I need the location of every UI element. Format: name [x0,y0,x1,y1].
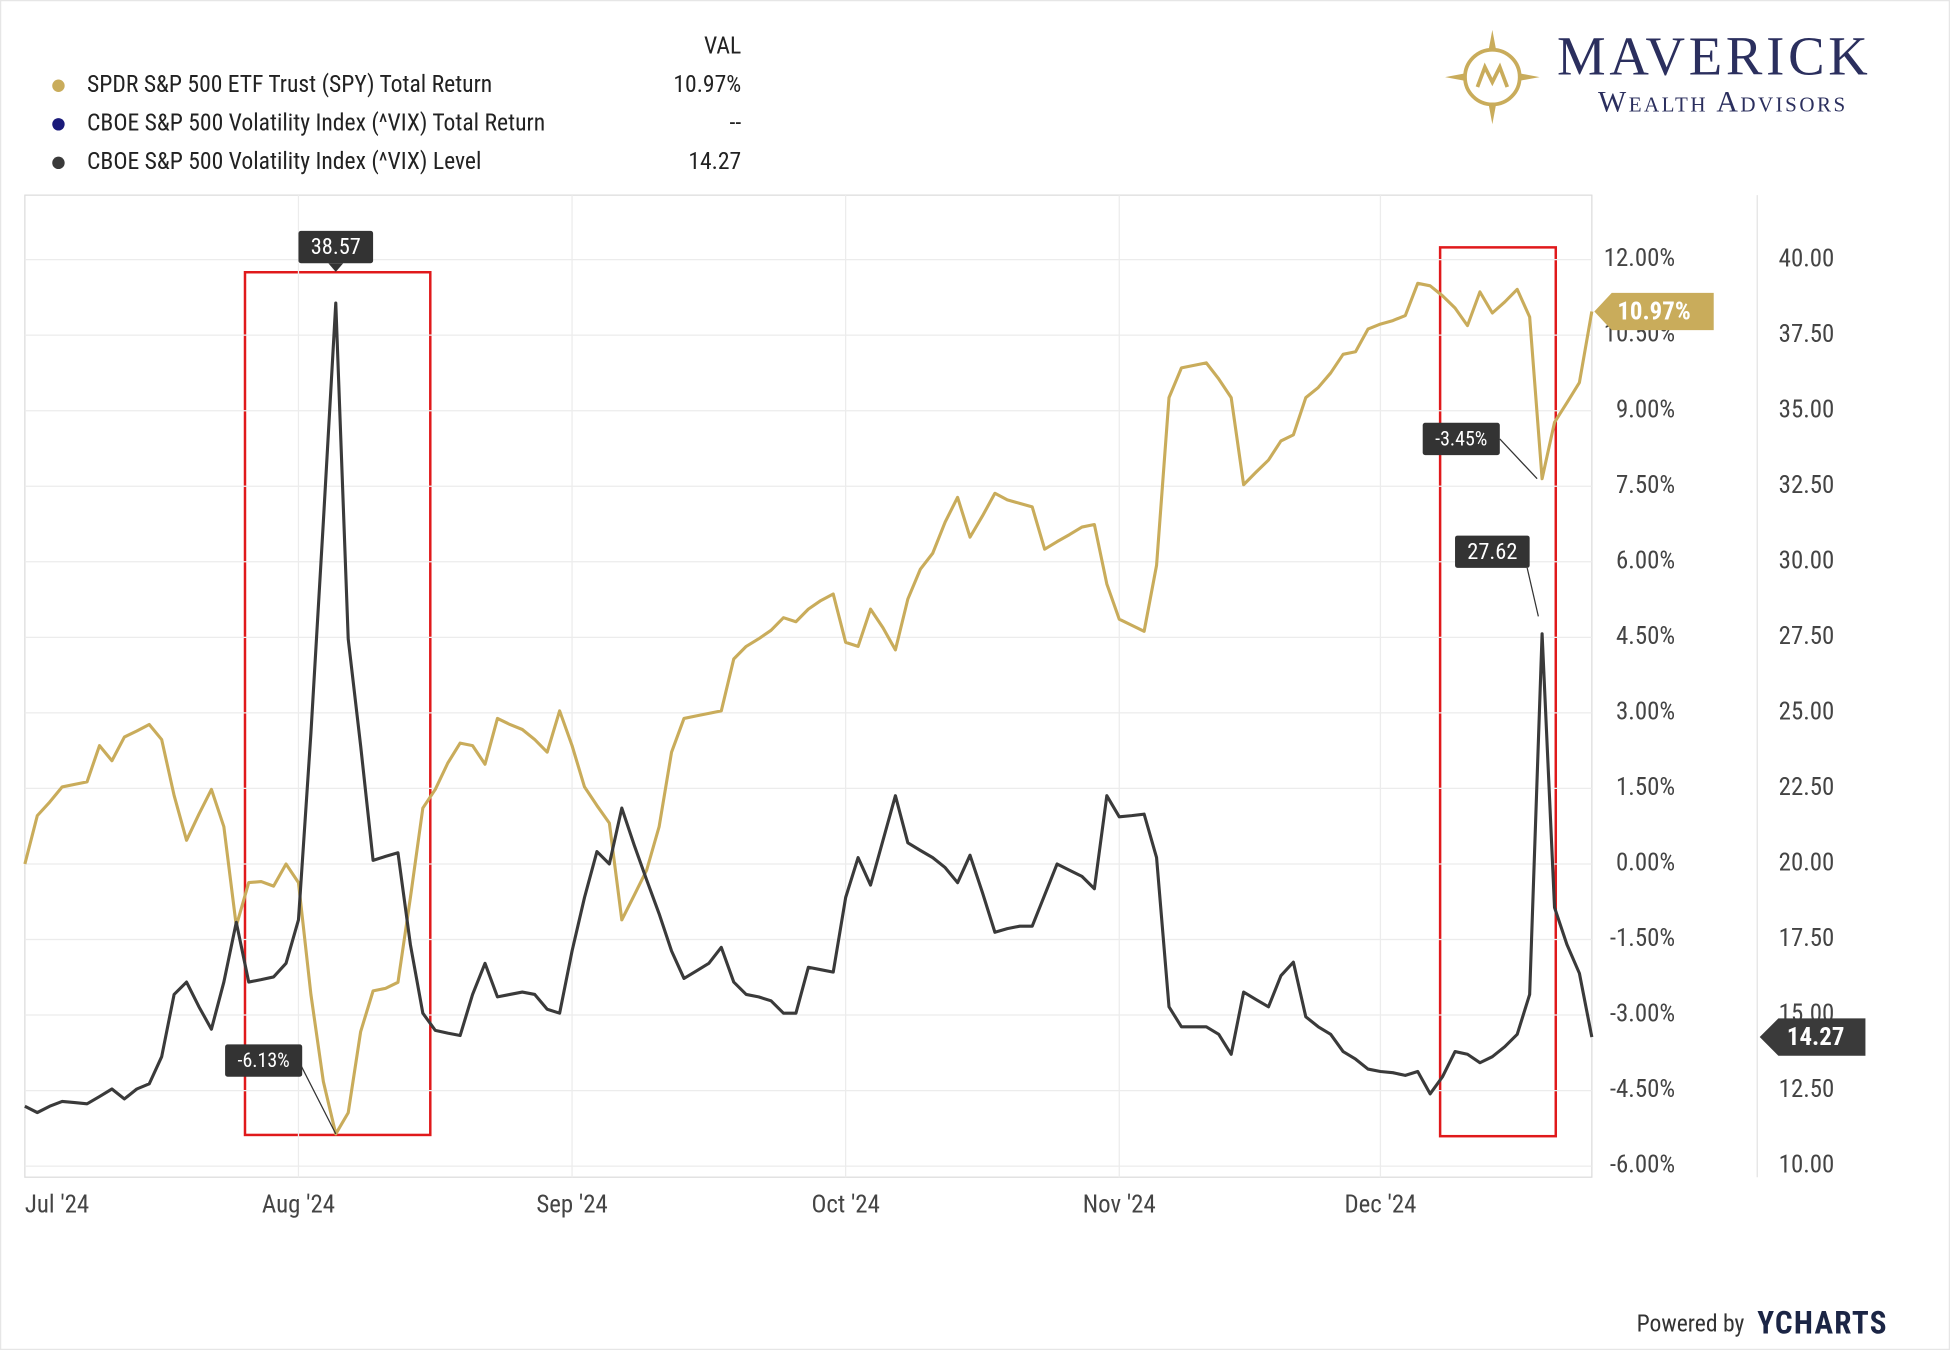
legend-value: 10.97% [673,70,741,98]
callout-line [297,1060,337,1135]
ycharts-brand: YCHARTS [1757,1304,1888,1341]
legend-header: VAL [704,31,741,59]
last-value-badge [1759,1018,1866,1056]
annotation-box [1422,422,1500,456]
compass-ring [1463,47,1522,107]
logo: MAVERICK Wealth Advisors [1445,26,1872,125]
legend-value: 14.27 [688,147,741,175]
x-tick-label: Dec '24 [1344,1190,1416,1219]
series-line [24,301,1594,1115]
y-tick-label: -1.50% [1610,924,1675,953]
callout-line [1499,438,1538,480]
y-tick-label: 3.00% [1616,697,1675,726]
y-tick-label: 0.00% [1616,849,1675,878]
logo-icon [1445,29,1540,125]
data-label-box [1455,535,1530,568]
y2-tick-label: 37.50 [1779,320,1835,349]
y2-tick-label: 22.50 [1779,773,1835,802]
y2-tick-label: 32.50 [1779,471,1835,500]
highlight-box [243,270,432,1137]
y2-tick-label: 35.00 [1779,395,1835,424]
y-tick-label: 4.50% [1616,622,1675,651]
data-label-box [298,230,374,264]
callout-line [1526,567,1539,617]
callout-pointer [328,263,344,272]
highlight-box [1438,246,1558,1138]
x-tick-label: Jul '24 [25,1190,89,1219]
y-tick-label: 6.00% [1616,546,1675,575]
y2-tick-label: 12.50 [1779,1075,1835,1104]
series-line [23,281,1594,1136]
y-tick-label: -4.50% [1610,1075,1675,1104]
y2-tick-label: 20.00 [1779,849,1835,878]
annotation: -6.13% [238,1049,290,1072]
x-tick-label: Sep '24 [536,1190,607,1219]
x-tick-label: Oct '24 [811,1190,879,1219]
legend-value: -- [729,109,741,137]
y-tick-label: 9.00% [1616,395,1675,424]
y2-tick-label: 25.00 [1779,697,1835,726]
logo-tagline: Wealth Advisors [1598,85,1848,118]
legend-label: CBOE S&P 500 Volatility Index (^VIX) Tot… [87,109,545,137]
data-label: 27.62 [1467,539,1517,565]
legend-marker [52,118,65,131]
y2-tick-label: 10.00 [1779,1151,1835,1180]
annotation-box [225,1044,303,1077]
x-tick-label: Nov '24 [1083,1190,1156,1219]
x-tick-label: Aug '24 [262,1190,335,1219]
legend-label: SPDR S&P 500 ETF Trust (SPY) Total Retur… [87,70,492,98]
annotation: -3.45% [1435,427,1487,450]
last-value-label: 14.27 [1787,1023,1844,1052]
legend-marker [52,156,65,170]
legend-marker [52,79,65,92]
y-tick-label: -6.00% [1610,1151,1675,1180]
y-tick-label: 12.00% [1604,244,1675,273]
y2-tick-label: 27.50 [1779,622,1835,651]
plot-frame [24,194,1593,1178]
y-tick-label: 1.50% [1616,773,1675,802]
y2-tick-label: 40.00 [1779,244,1835,273]
powered-by: Powered by [1637,1309,1745,1337]
y2-tick-label: 30.00 [1779,546,1835,575]
legend-label: CBOE S&P 500 Volatility Index (^VIX) Lev… [87,147,481,175]
y-tick-label: 7.50% [1616,471,1675,500]
logo-name: MAVERICK [1557,26,1872,87]
data-label: 38.57 [311,234,361,260]
last-value-badge [1594,292,1714,331]
compass-m [1475,62,1510,88]
last-value-label: 10.97% [1617,297,1690,326]
y-tick-label: -3.00% [1610,1000,1675,1029]
y2-tick-label: 17.50 [1779,924,1835,953]
